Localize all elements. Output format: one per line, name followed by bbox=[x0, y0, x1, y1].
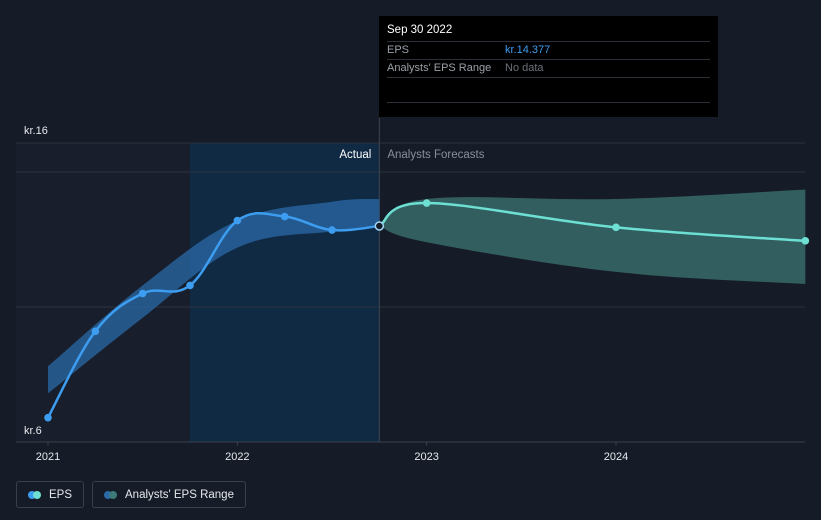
forecast-eps-point-2[interactable] bbox=[612, 223, 620, 232]
forecast-eps-point-3[interactable] bbox=[801, 237, 810, 245]
chart-background bbox=[16, 143, 380, 442]
legend-swatch-range-icon bbox=[104, 490, 118, 499]
actual-eps-point-1[interactable] bbox=[91, 327, 100, 336]
legend-item-eps[interactable]: EPS bbox=[16, 481, 85, 508]
y-tick-label-bottom: kr.6 bbox=[24, 425, 42, 437]
legend-dot-actual-icon bbox=[28, 490, 36, 499]
x-tick-label-2021: 2021 bbox=[36, 451, 60, 463]
legend-label-eps: EPS bbox=[49, 488, 73, 501]
actual-eps-point-6[interactable] bbox=[328, 226, 336, 234]
x-tick-label-2024: 2024 bbox=[604, 451, 628, 463]
tooltip-eps-value: kr.14.377 bbox=[505, 44, 551, 56]
chart-data-points[interactable] bbox=[44, 199, 810, 422]
chart-legend: EPS Analysts' EPS Range bbox=[16, 481, 246, 508]
actual-annotation: Actual bbox=[339, 149, 371, 161]
legend-label-eps-range: Analysts' EPS Range bbox=[125, 488, 234, 501]
actual-eps-point-2[interactable] bbox=[138, 289, 147, 298]
tooltip-row-range: Analysts' EPS Range No data bbox=[387, 60, 710, 78]
actual-eps-point-4[interactable] bbox=[233, 216, 242, 225]
tooltip-date: Sep 30 2022 bbox=[387, 24, 710, 42]
chart-range-bands bbox=[48, 189, 806, 394]
past-eps-range-band bbox=[48, 199, 380, 394]
y-tick-label-top: kr.16 bbox=[24, 125, 48, 137]
legend-swatch-eps-icon bbox=[28, 490, 41, 499]
forecast-eps-point-1[interactable] bbox=[422, 199, 431, 207]
actual-eps-point-7[interactable] bbox=[374, 221, 385, 231]
selected-period-highlight bbox=[190, 143, 380, 442]
tooltip-row-eps: EPS kr.14.377 bbox=[387, 42, 710, 60]
tooltip-eps-label: EPS bbox=[387, 44, 410, 56]
tooltip-divider bbox=[387, 78, 710, 103]
legend-dot-forecast-icon bbox=[33, 490, 41, 499]
forecast-annotation: Analysts Forecasts bbox=[387, 149, 484, 161]
hover-tooltip: Sep 30 2022 EPS kr.14.377 Analysts' EPS … bbox=[379, 16, 718, 117]
legend-dot-past-range-icon bbox=[104, 490, 113, 499]
chart-gridlines bbox=[16, 118, 805, 446]
forecast-eps-range-band bbox=[379, 189, 806, 285]
actual-eps-point-5[interactable] bbox=[280, 212, 289, 221]
actual-eps-point-0[interactable] bbox=[44, 413, 52, 422]
actual-eps-point-3[interactable] bbox=[186, 281, 194, 290]
legend-dot-forecast-range-icon bbox=[109, 490, 118, 499]
legend-item-eps-range[interactable]: Analysts' EPS Range bbox=[92, 481, 246, 508]
x-tick-label-2022: 2022 bbox=[225, 451, 249, 463]
forecast-eps-line bbox=[378, 201, 807, 243]
tooltip-range-label: Analysts' EPS Range bbox=[387, 62, 492, 74]
chart-labels: kr.16 kr.6 2021 2022 2023 2024 Actual An… bbox=[24, 125, 628, 463]
x-tick-label-2023: 2023 bbox=[414, 451, 438, 463]
tooltip-range-value: No data bbox=[505, 62, 544, 74]
